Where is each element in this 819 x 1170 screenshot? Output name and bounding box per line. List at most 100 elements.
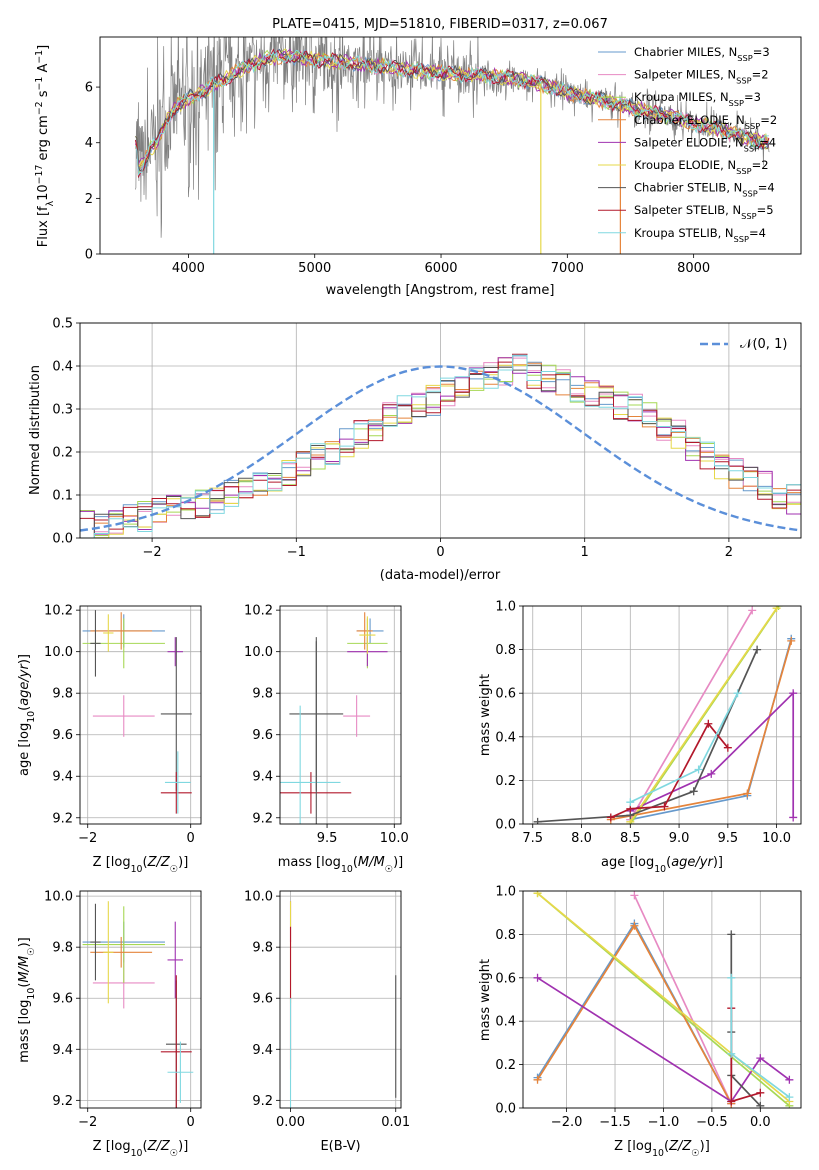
label-part: erg cm (36, 115, 51, 164)
y-tick-label: 1.0 (495, 885, 516, 900)
y-tick-label: 9.2 (252, 1094, 273, 1109)
label-part: ( (17, 983, 32, 988)
y-tick-label: 0.6 (495, 687, 516, 702)
label-part: 10 (131, 864, 143, 875)
label-part: 10 (26, 988, 37, 1000)
label-part: λ (45, 200, 56, 206)
label-part: =3 (744, 90, 761, 104)
weight-marker (660, 802, 669, 811)
plot-area (533, 891, 794, 1108)
label-part: SSP (736, 166, 751, 176)
y-tick-label: 9.8 (52, 687, 73, 702)
x-tick-label: −1 (287, 545, 306, 560)
label-part: 10 (654, 864, 666, 875)
label-part: ☉ (385, 864, 393, 875)
x-axis-label: Z [log10(Z/Z☉)] (93, 855, 189, 875)
weight-marker (748, 606, 757, 615)
x-tick-label: 5000 (298, 261, 331, 276)
y-tick-label: 0.4 (495, 1015, 516, 1030)
label-part: −1 (34, 77, 45, 91)
weight-marker (723, 743, 732, 752)
weight-line-3 (610, 640, 793, 821)
weight-line-1 (633, 894, 733, 1105)
x-tick-label: −2 (143, 545, 162, 560)
label-part: Z [log (93, 855, 131, 870)
weight-marker (733, 689, 742, 698)
x-axis-label: (data-model)/error (380, 568, 501, 583)
weight-marker (743, 789, 752, 798)
legend-label: Salpeter STELIB, NSSP=5 (634, 203, 774, 221)
x-tick-label: −1.5 (599, 1115, 631, 1130)
chart-title: PLATE=0415, MJD=51810, FIBERID=0317, z=0… (272, 17, 608, 32)
axes-frame (279, 605, 402, 825)
y-axis-label: mass weight (478, 959, 493, 1041)
label-part: SSP (729, 98, 744, 108)
label-part: 10 (26, 711, 37, 723)
label-part: Z/Z (668, 1139, 692, 1154)
label-part: 10 (341, 864, 353, 875)
axes-frame (522, 890, 802, 1109)
legend-label: Salpeter ELODIE, NSSP=4 (634, 135, 776, 153)
x-tick-label: 0 (436, 545, 444, 560)
label-part: Z [log (93, 1139, 131, 1154)
label-part: =4 (749, 226, 766, 240)
label-part: SSP (737, 53, 752, 63)
label-part: =4 (759, 135, 776, 149)
x-tick-label: 0 (187, 1115, 195, 1130)
weight-marker (704, 719, 713, 728)
weight-marker (727, 1097, 736, 1106)
plot-area (533, 606, 798, 824)
label-part: Chabrier STELIB, N (634, 181, 742, 195)
label-part: (0, 1) (752, 337, 787, 352)
label-part: mass [log (278, 855, 341, 870)
y-tick-label: 10.2 (44, 604, 73, 619)
y-tick-label: 9.6 (252, 992, 273, 1007)
y-tick-label: 9.6 (252, 728, 273, 743)
x-axis-label: Z [log10(Z/Z☉)] (614, 1139, 710, 1159)
label-part: mass [log (17, 1000, 32, 1063)
y-tick-label: 9.8 (252, 941, 273, 956)
axes-frame (279, 890, 402, 1109)
residual-histogram-8 (80, 354, 801, 538)
legend-label: Chabrier ELODIE, NSSP=2 (634, 113, 777, 131)
y-tick-label: 0.8 (495, 643, 516, 658)
label-part: ( (17, 706, 32, 711)
label-part: age [log (17, 723, 32, 776)
weight-marker (689, 787, 698, 796)
label-part: Z/Z (147, 1139, 171, 1154)
y-tick-label: 0.0 (52, 532, 73, 547)
y-tick-label: 0.4 (495, 730, 516, 745)
label-part: ☉ (170, 864, 178, 875)
y-tick-label: 9.4 (52, 1043, 73, 1058)
y-tick-label: 9.4 (252, 1043, 273, 1058)
y-tick-label: 0.4 (52, 360, 73, 375)
y-tick-label: 10.0 (44, 890, 73, 905)
weight-marker (785, 1075, 794, 1084)
y-axis-label: mass [log10(M/M☉)] (17, 937, 37, 1063)
weight-line-0 (630, 638, 793, 821)
x-tick-label: 9.5 (317, 831, 338, 846)
x-tick-label: 0.00 (276, 1115, 305, 1130)
label-part: )] (700, 1139, 710, 1154)
weight-marker (753, 645, 762, 654)
y-tick-label: 0.2 (52, 446, 73, 461)
weight-marker (626, 798, 635, 807)
label-part: Kroupa ELODIE, N (634, 158, 736, 172)
axes-frame (79, 890, 202, 1109)
x-axis-label: wavelength [Angstrom, rest frame] (326, 283, 555, 298)
label-part: Kroupa MILES, N (634, 90, 729, 104)
y-tick-label: 10.0 (44, 645, 73, 660)
y-tick-label: 0.0 (495, 1102, 516, 1117)
y-tick-label: 0.8 (495, 928, 516, 943)
x-tick-label: −1.0 (648, 1115, 680, 1130)
legend-label: Kroupa STELIB, NSSP=4 (634, 226, 766, 244)
y-tick-label: 0.6 (495, 971, 516, 986)
panel-z-age: −2 09.29.49.69.810.010.2Z [log10(Z/Z☉)]ag… (17, 604, 202, 875)
plot-area (134, 37, 770, 254)
label-part: SSP (742, 189, 757, 199)
plot-area (289, 901, 397, 1108)
axes-frame (99, 36, 802, 255)
label-part: SSP (741, 211, 756, 221)
panel-ebv-mass: 0.00 0.01 9.2 9.4 9.6 9.8 10.0 E(B-V) (244, 890, 410, 1154)
label-part: ( (664, 1139, 669, 1154)
